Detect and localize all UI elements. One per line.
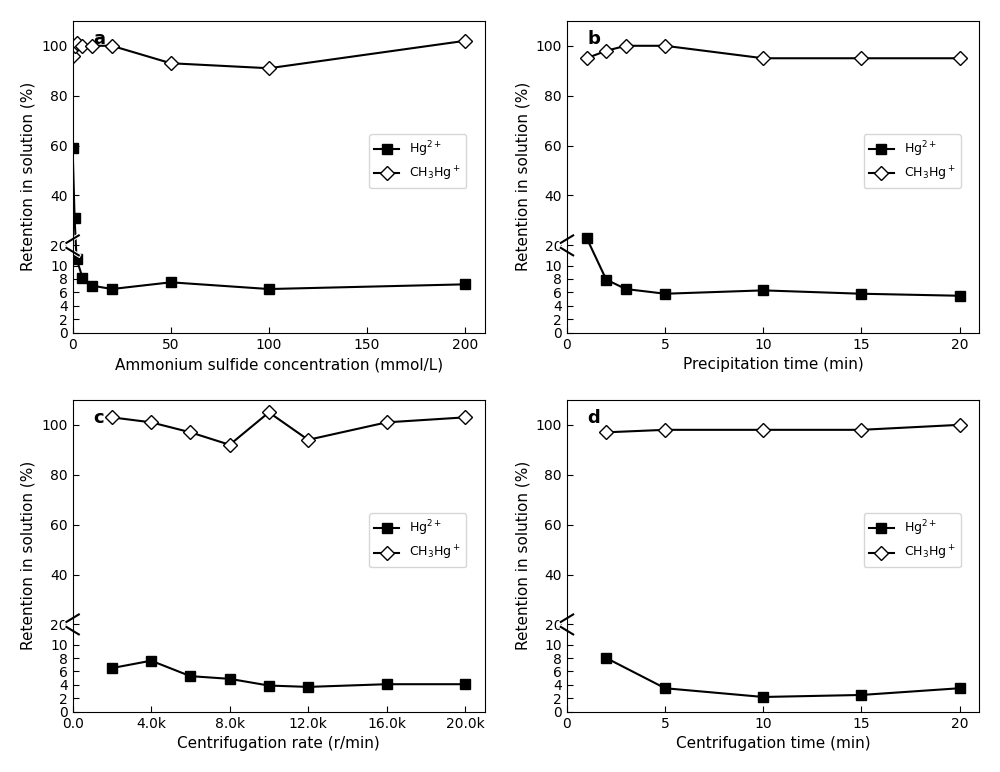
Text: b: b bbox=[588, 30, 600, 48]
Y-axis label: Retention in solution (%): Retention in solution (%) bbox=[515, 82, 530, 272]
Y-axis label: Retention in solution (%): Retention in solution (%) bbox=[21, 461, 36, 651]
Legend: Hg$^{2+}$, CH$_3$Hg$^+$: Hg$^{2+}$, CH$_3$Hg$^+$ bbox=[864, 134, 961, 188]
X-axis label: Centrifugation rate (r/min): Centrifugation rate (r/min) bbox=[177, 736, 380, 751]
X-axis label: Ammonium sulfide concentration (mmol/L): Ammonium sulfide concentration (mmol/L) bbox=[115, 357, 443, 372]
Legend: Hg$^{2+}$, CH$_3$Hg$^+$: Hg$^{2+}$, CH$_3$Hg$^+$ bbox=[369, 134, 466, 188]
Legend: Hg$^{2+}$, CH$_3$Hg$^+$: Hg$^{2+}$, CH$_3$Hg$^+$ bbox=[369, 513, 466, 567]
Y-axis label: Retention in solution (%): Retention in solution (%) bbox=[21, 82, 36, 272]
Text: c: c bbox=[93, 409, 104, 427]
Y-axis label: Retention in solution (%): Retention in solution (%) bbox=[515, 461, 530, 651]
X-axis label: Precipitation time (min): Precipitation time (min) bbox=[683, 357, 863, 372]
X-axis label: Centrifugation time (min): Centrifugation time (min) bbox=[676, 736, 870, 751]
Text: d: d bbox=[588, 409, 600, 427]
Text: a: a bbox=[93, 30, 105, 48]
Legend: Hg$^{2+}$, CH$_3$Hg$^+$: Hg$^{2+}$, CH$_3$Hg$^+$ bbox=[864, 513, 961, 567]
